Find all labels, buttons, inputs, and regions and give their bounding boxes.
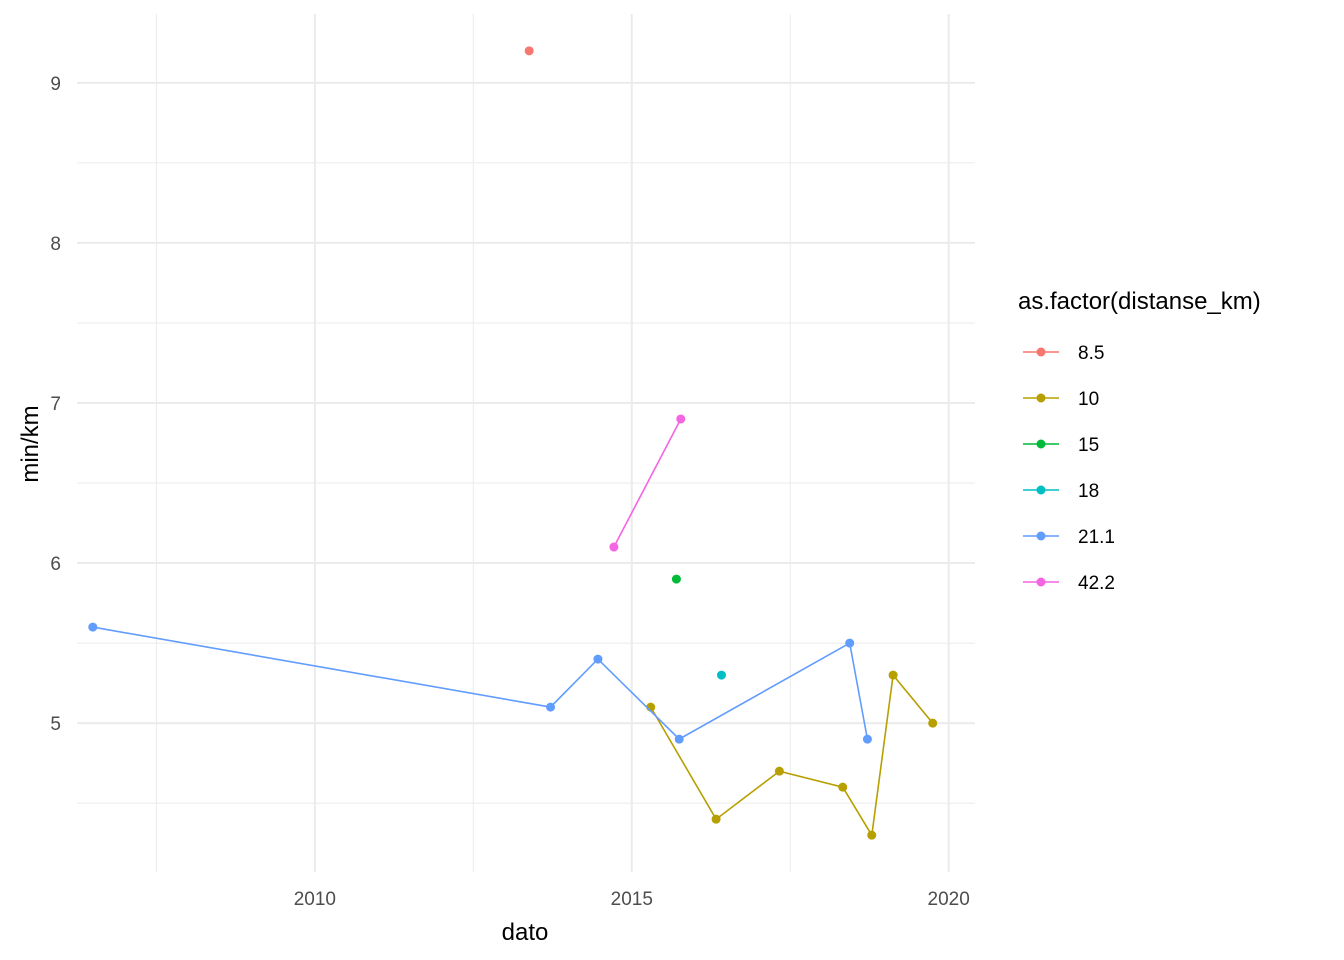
data-point [676,414,686,424]
series-10 [646,670,938,840]
series-15 [671,574,681,584]
legend-item: 15 [1023,435,1099,456]
x-tick-labels: 2010 2015 2020 [294,889,970,910]
grid-major-lines [77,14,975,872]
data-point [845,638,855,648]
data-point [838,782,848,792]
y-tick-label: 6 [50,554,61,575]
data-point [546,702,556,712]
series-18 [716,670,726,680]
series-line [613,418,682,548]
y-tick-label: 8 [50,234,61,255]
data-point [888,670,898,680]
legend-key-point [1036,347,1046,357]
legend-item: 21.1 [1023,527,1115,548]
legend-label: 21.1 [1078,527,1115,548]
legend-item: 8.5 [1023,343,1104,364]
data-point [774,766,784,776]
data-point [928,718,938,728]
legend-items: 8.5 10 15 18 21.1 42.2 [1023,343,1115,594]
legend-label: 18 [1078,481,1099,502]
series-line [92,626,869,741]
legend-label: 10 [1078,389,1099,410]
data-point [716,670,726,680]
series-8.5 [524,46,534,56]
x-axis-title: dato [502,919,549,946]
legend-item: 18 [1023,481,1099,502]
legend-label: 8.5 [1078,343,1104,364]
x-tick-label: 2010 [294,889,336,910]
data-point [674,734,684,744]
legend-item: 42.2 [1023,573,1115,594]
legend-key-point [1036,439,1046,449]
y-tick-label: 5 [50,714,61,735]
x-tick-label: 2020 [928,889,970,910]
y-axis-title: min/km [17,405,44,482]
y-tick-label: 7 [50,394,61,415]
data-point [88,622,98,632]
x-tick-label: 2015 [611,889,653,910]
grid-minor-lines [77,14,975,872]
legend-key-point [1036,485,1046,495]
series-layer [88,46,938,840]
y-tick-label: 9 [50,74,61,95]
legend-item: 10 [1023,389,1099,410]
legend-key-point [1036,577,1046,587]
legend-title: as.factor(distanse_km) [1018,288,1261,315]
legend-label: 15 [1078,435,1099,456]
data-point [593,654,603,664]
data-point [867,830,877,840]
data-point [609,542,619,552]
series-21.1 [88,622,872,744]
legend: as.factor(distanse_km) 8.5 10 15 18 21.1 42.2 [1018,288,1261,594]
series-line [650,673,934,838]
y-tick-labels: 5 6 7 8 9 [50,74,61,735]
data-point [671,574,681,584]
data-point [711,814,721,824]
legend-label: 42.2 [1078,573,1115,594]
data-point [862,734,872,744]
legend-key-point [1036,531,1046,541]
legend-key-point [1036,393,1046,403]
data-point [524,46,534,56]
series-42.2 [609,414,686,552]
